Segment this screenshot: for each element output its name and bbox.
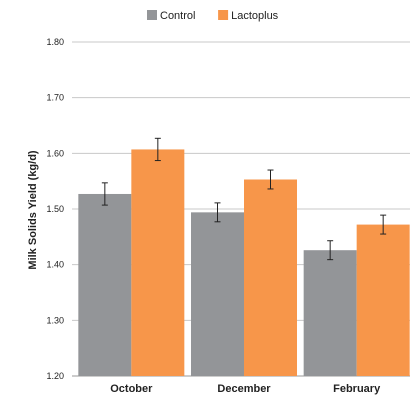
x-tick-label: February bbox=[333, 383, 381, 395]
bars bbox=[78, 149, 410, 376]
x-axis-labels: October December February bbox=[110, 383, 381, 395]
bar-control-december bbox=[191, 212, 244, 376]
x-tick-label: December bbox=[217, 383, 271, 395]
bar-lactoplus-february bbox=[356, 224, 410, 376]
x-tick-label: October bbox=[110, 383, 153, 395]
y-tick-label: 1.40 bbox=[46, 260, 64, 270]
bar-lactoplus-october bbox=[131, 149, 185, 376]
legend-swatch-control bbox=[147, 10, 157, 20]
y-tick-label: 1.80 bbox=[46, 37, 64, 47]
y-tick-label: 1.70 bbox=[46, 93, 64, 103]
y-axis-ticks: 1.20 1.30 1.40 1.50 1.60 1.70 1.80 bbox=[46, 37, 64, 381]
legend-label-control: Control bbox=[160, 10, 195, 22]
y-tick-label: 1.60 bbox=[46, 148, 64, 158]
bar-lactoplus-december bbox=[244, 179, 297, 376]
error-bars bbox=[101, 137, 387, 261]
y-axis-title: Milk Solids Yield (kg/d) bbox=[27, 150, 39, 270]
y-tick-label: 1.20 bbox=[46, 371, 64, 381]
y-tick-label: 1.30 bbox=[46, 315, 64, 325]
bar-control-october bbox=[78, 193, 132, 376]
bar-control-february bbox=[303, 250, 357, 376]
legend-swatch-lactoplus bbox=[218, 10, 229, 20]
legend-label-lactoplus: Lactoplus bbox=[231, 10, 279, 22]
y-tick-label: 1.50 bbox=[46, 204, 64, 214]
legend: Control Lactoplus bbox=[147, 10, 279, 22]
